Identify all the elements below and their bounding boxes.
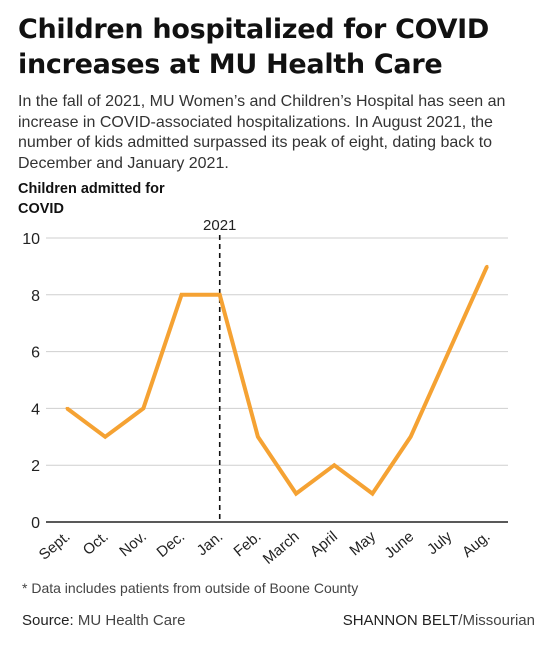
- y-tick-labels: 0 2 4 6 8 10: [22, 231, 40, 532]
- year-marker: 2021: [203, 217, 236, 522]
- data-point: [485, 264, 489, 268]
- x-tick-label: July: [424, 528, 456, 558]
- y-tick-label: 4: [31, 401, 40, 418]
- x-tick-label: March: [260, 528, 303, 568]
- y-tick-label: 6: [31, 345, 40, 362]
- data-point: [294, 492, 298, 496]
- x-tick-label: June: [381, 528, 417, 562]
- x-tick-label: Oct.: [80, 528, 112, 559]
- data-point: [65, 406, 69, 410]
- chart-subtitle: In the fall of 2021, MU Women’s and Chil…: [18, 93, 506, 172]
- data-point: [256, 435, 260, 439]
- x-tick-label: Jan.: [194, 528, 227, 559]
- x-tick-label: May: [346, 528, 379, 560]
- y-tick-label: 8: [31, 288, 40, 305]
- data-point: [447, 350, 451, 354]
- x-tick-label: Dec.: [154, 528, 189, 561]
- data-point: [103, 435, 107, 439]
- x-tick-label: Sept.: [36, 528, 74, 564]
- credit-name: SHANNON BELT: [342, 612, 459, 629]
- data-point: [180, 293, 184, 297]
- data-point: [409, 435, 413, 439]
- data-point: [332, 463, 336, 467]
- x-tick-label: April: [307, 528, 341, 560]
- year-marker-label: 2021: [203, 217, 236, 234]
- source-line: Source: MU Health Care: [22, 612, 185, 629]
- series-line-path: [65, 265, 489, 497]
- credit-org: /Missourian: [458, 612, 535, 629]
- source-label: Source:: [22, 612, 74, 629]
- x-tick-labels: Sept. Oct. Nov. Dec. Jan. Feb.March April May Ju…: [36, 528, 494, 568]
- data-point: [218, 293, 222, 297]
- data-point: [370, 492, 374, 496]
- data-point: [141, 406, 145, 410]
- source-value: MU Health Care: [77, 612, 186, 629]
- x-tick-label: Aug.: [459, 528, 494, 561]
- y-tick-label: 2: [31, 458, 40, 475]
- gridlines: [46, 237, 508, 523]
- footnote: * Data includes patients from outside of…: [22, 580, 359, 596]
- y-tick-label: 0: [31, 515, 40, 532]
- y-axis-label: Children admitted for COVID: [18, 181, 165, 217]
- credit-line: SHANNON BELT/Missourian: [343, 612, 535, 629]
- x-tick-label: Nov.: [116, 528, 150, 560]
- y-tick-label: 10: [22, 231, 40, 248]
- chart-title: Children hospitalized for COVID increase…: [18, 14, 490, 80]
- series-line: [65, 264, 489, 497]
